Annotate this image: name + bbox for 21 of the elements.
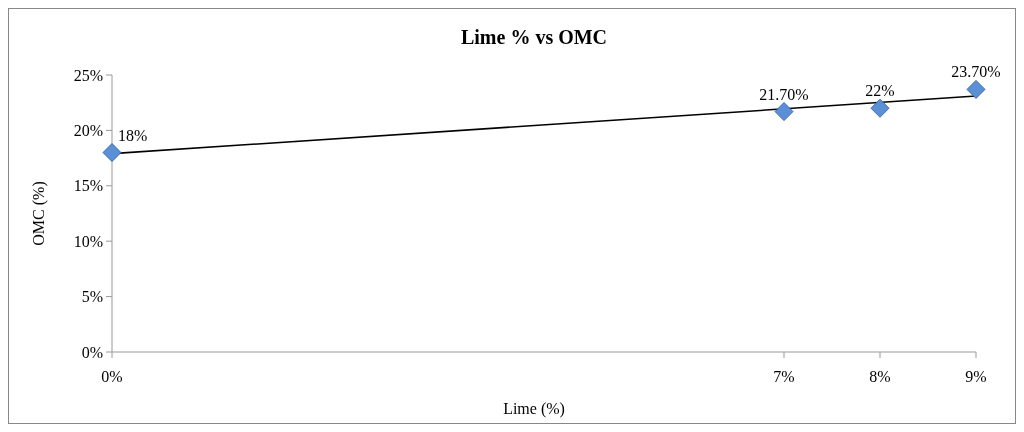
point: [966, 79, 986, 99]
data-label: 23.70%: [951, 63, 1001, 81]
x-tick-label: 9%: [965, 368, 987, 385]
y-tick-label: 15%: [73, 177, 103, 195]
data-label: 22%: [865, 82, 895, 100]
chart-title: Lime % vs OMC: [460, 26, 608, 48]
y-tick-label: 10%: [73, 232, 103, 250]
data-label: 21.70%: [759, 85, 809, 103]
point: [102, 143, 122, 163]
y-axis-title: OMC (%): [30, 181, 48, 246]
x-tick-label: 7%: [773, 368, 795, 385]
point: [774, 102, 794, 122]
y-tick-label: 5%: [81, 288, 103, 306]
y-tick-label: 20%: [73, 122, 103, 139]
data-label: 18%: [118, 126, 148, 144]
y-tick-label: 0%: [81, 343, 103, 361]
x-tick-label: 8%: [869, 368, 891, 385]
x-tick-label: 0%: [101, 368, 123, 385]
y-tick-label: 25%: [73, 66, 103, 84]
x-axis-title: Lime (%): [503, 400, 565, 418]
point: [870, 98, 890, 118]
